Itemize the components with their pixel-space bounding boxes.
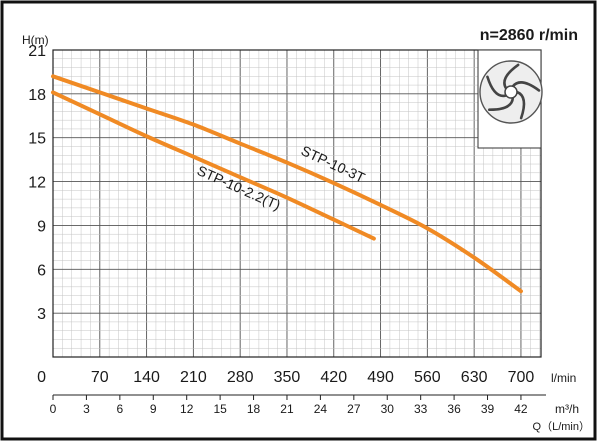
x2-tick-label: 9 bbox=[150, 402, 157, 416]
y-axis-ticks: 21 18 15 12 9 6 3 bbox=[28, 43, 46, 323]
plot-frame bbox=[52, 49, 542, 358]
x-tick-label: 630 bbox=[461, 369, 488, 386]
y-tick-label: 6 bbox=[37, 262, 46, 279]
series-line bbox=[51, 90, 376, 241]
x-tick-label: 420 bbox=[320, 369, 347, 386]
x2-tick-label: 21 bbox=[280, 402, 294, 416]
x2-tick-label: 12 bbox=[180, 402, 194, 416]
x2-tick-label: 18 bbox=[247, 402, 261, 416]
y-tick-label: 9 bbox=[37, 218, 46, 235]
x2-axis-unit: m³/h bbox=[555, 402, 579, 416]
impeller-vane bbox=[486, 75, 508, 98]
x2-tick-label: 42 bbox=[514, 402, 528, 416]
y-tick-label: 15 bbox=[28, 131, 46, 148]
x-axis-ticks: 0 70 140 210 280 350 420 490 560 630 700 bbox=[37, 369, 534, 386]
x-tick-label: 70 bbox=[91, 369, 109, 386]
y-axis-label: H(m) bbox=[22, 33, 49, 47]
series-line bbox=[51, 74, 523, 294]
impeller-vane bbox=[511, 81, 541, 92]
x-tick-label: 700 bbox=[508, 369, 535, 386]
y-tick-label: 18 bbox=[28, 87, 46, 104]
x2-tick-label: 36 bbox=[447, 402, 461, 416]
x2-tick-label: 3 bbox=[83, 402, 90, 416]
x2-tick-label: 30 bbox=[381, 402, 395, 416]
impeller-image bbox=[477, 49, 543, 149]
y-tick-label: 21 bbox=[28, 43, 46, 60]
x-tick-label: 210 bbox=[180, 369, 207, 386]
impeller-vane bbox=[515, 90, 526, 120]
impeller-vane bbox=[503, 63, 520, 90]
x2-tick-label: 15 bbox=[213, 402, 227, 416]
x-tick-label: 350 bbox=[274, 369, 301, 386]
x2-tick-label: 6 bbox=[117, 402, 124, 416]
x2-tick-label: 27 bbox=[347, 402, 361, 416]
speed-label: n=2860 r/min bbox=[480, 27, 578, 44]
x-tick-label: 280 bbox=[227, 369, 254, 386]
x2-tick-label: 0 bbox=[50, 402, 57, 416]
x2-tick-label: 39 bbox=[481, 402, 495, 416]
x-tick-label: 560 bbox=[414, 369, 441, 386]
x2-tick-label: 24 bbox=[314, 402, 328, 416]
y-tick-label: 12 bbox=[28, 175, 46, 192]
y-tick-label: 3 bbox=[37, 306, 46, 323]
x2-axis-label: Q（L/min） bbox=[533, 420, 590, 433]
x-tick-label: 0 bbox=[37, 369, 46, 386]
secondary-x-axis: 0 3 6 9 12 15 18 21 24 27 30 33 36 39 42 bbox=[50, 394, 546, 416]
x-tick-label: 140 bbox=[133, 369, 160, 386]
x-axis-unit: l/min bbox=[551, 371, 576, 385]
impeller-vane bbox=[488, 96, 515, 112]
x-tick-label: 490 bbox=[367, 369, 394, 386]
x2-tick-label: 33 bbox=[414, 402, 428, 416]
impeller-hub bbox=[504, 85, 518, 99]
